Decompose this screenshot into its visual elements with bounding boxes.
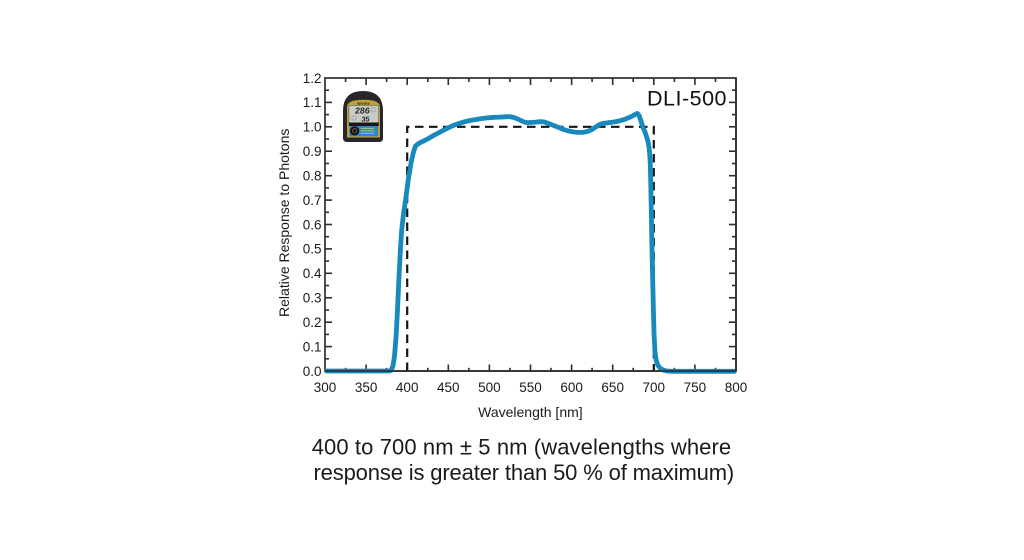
svg-text:550: 550 [519, 380, 542, 395]
svg-text:0.1: 0.1 [303, 339, 322, 354]
svg-text:apogee: apogee [357, 101, 370, 105]
svg-text:0.9: 0.9 [303, 144, 322, 159]
svg-text:0.5: 0.5 [303, 242, 322, 257]
svg-text:650: 650 [601, 380, 624, 395]
svg-text:0.2: 0.2 [303, 315, 322, 330]
svg-text:300: 300 [314, 380, 337, 395]
svg-text:response is greater than 50 %: response is greater than 50 % of maximum… [313, 460, 734, 485]
svg-text:400 to 700 nm ± 5 nm (waveleng: 400 to 700 nm ± 5 nm (wavelengths where [312, 435, 732, 460]
svg-text:286: 286 [354, 106, 370, 117]
svg-text:1.1: 1.1 [303, 95, 322, 110]
svg-text:600: 600 [560, 380, 583, 395]
svg-text:0.6: 0.6 [303, 217, 322, 232]
svg-text:Relative Response to Photons: Relative Response to Photons [276, 129, 292, 317]
svg-text:0.4: 0.4 [303, 266, 322, 281]
svg-text:Wavelength [nm]: Wavelength [nm] [478, 404, 583, 420]
svg-text:0.7: 0.7 [303, 193, 322, 208]
svg-text:1.0: 1.0 [303, 120, 322, 135]
svg-text:1.2: 1.2 [303, 71, 322, 86]
svg-text:400: 400 [396, 380, 419, 395]
svg-text:0.3: 0.3 [303, 291, 322, 306]
svg-text:750: 750 [684, 380, 707, 395]
svg-text:350: 350 [355, 380, 378, 395]
svg-text:0.8: 0.8 [303, 169, 322, 184]
svg-text:35: 35 [361, 116, 371, 124]
svg-text:700: 700 [643, 380, 666, 395]
svg-text:DLI-500: DLI-500 [647, 87, 727, 111]
svg-text:800: 800 [725, 380, 748, 395]
svg-text:0.0: 0.0 [303, 364, 322, 379]
svg-text:500: 500 [478, 380, 501, 395]
svg-text:450: 450 [437, 380, 460, 395]
